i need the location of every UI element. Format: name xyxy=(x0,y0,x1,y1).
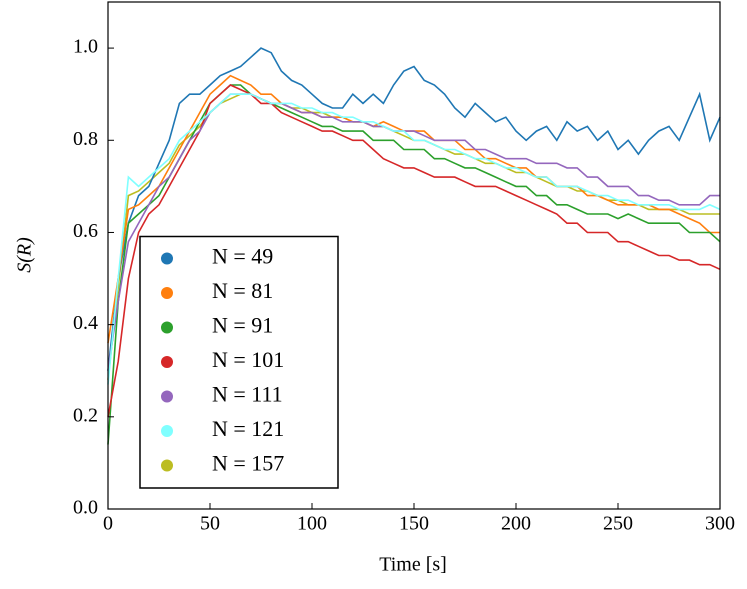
series-line xyxy=(107,47,721,371)
y-tick-label: 0.6 xyxy=(73,220,98,242)
legend-label: N = 111 xyxy=(212,382,283,407)
y-tick-label: 0.2 xyxy=(73,404,98,426)
x-tick-label: 300 xyxy=(705,513,735,535)
plot-area xyxy=(107,47,721,445)
legend-label: N = 81 xyxy=(212,278,273,303)
y-tick-label: 0.4 xyxy=(73,312,98,334)
legend-label: N = 91 xyxy=(212,313,273,338)
y-tick-label: 1.0 xyxy=(73,36,98,58)
legend-marker xyxy=(161,425,173,437)
y-tick-label: 0.8 xyxy=(73,128,98,150)
legend-marker xyxy=(161,321,173,334)
x-tick-label: 250 xyxy=(603,513,633,535)
y-axis-title: S(R) xyxy=(14,237,36,273)
x-tick-label: 200 xyxy=(501,513,531,535)
x-tick-label: 100 xyxy=(297,513,327,535)
series-line xyxy=(107,84,721,417)
x-tick-label: 150 xyxy=(399,513,429,535)
legend-marker xyxy=(161,252,173,265)
legend-marker xyxy=(161,459,173,472)
legend-box xyxy=(139,235,339,489)
x-tick-label: 0 xyxy=(103,513,113,535)
legend-marker xyxy=(161,287,173,299)
y-tick-label: 0.0 xyxy=(73,497,98,519)
x-tick-label: 50 xyxy=(200,513,220,535)
legend-label: N = 157 xyxy=(212,451,284,476)
legend-label: N = 49 xyxy=(212,244,273,269)
legend-marker xyxy=(161,356,173,368)
legend-label: N = 101 xyxy=(212,347,284,372)
x-axis-title: Time [s] xyxy=(379,554,447,576)
legend-marker xyxy=(161,390,173,403)
legend: N = 49 N = 81 N = 91 N = 101 N = 111 N = 121 N… xyxy=(139,235,339,489)
series-line xyxy=(107,93,721,385)
legend-label: N = 121 xyxy=(212,416,284,441)
